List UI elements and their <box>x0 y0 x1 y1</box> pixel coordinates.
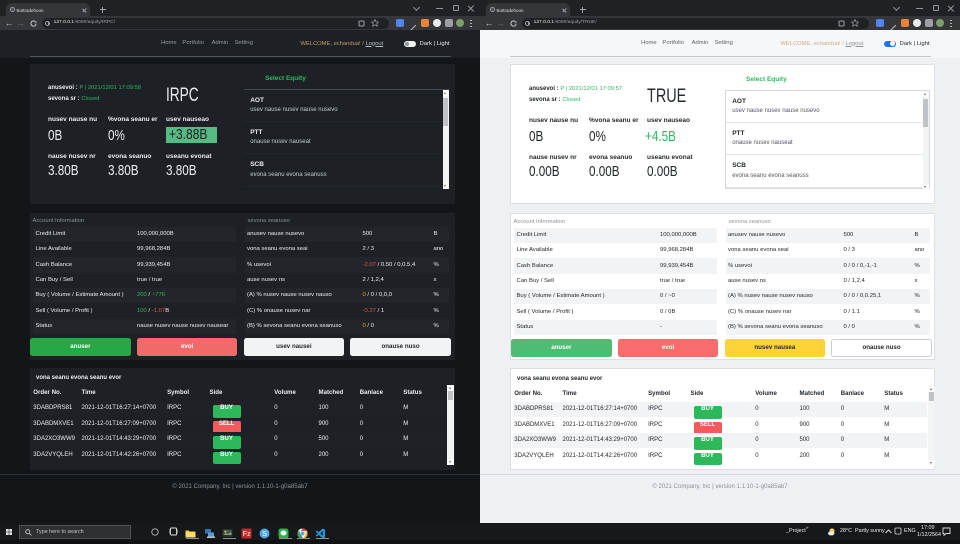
svg-text:S: S <box>262 529 267 538</box>
svg-text:Fz: Fz <box>243 531 251 538</box>
